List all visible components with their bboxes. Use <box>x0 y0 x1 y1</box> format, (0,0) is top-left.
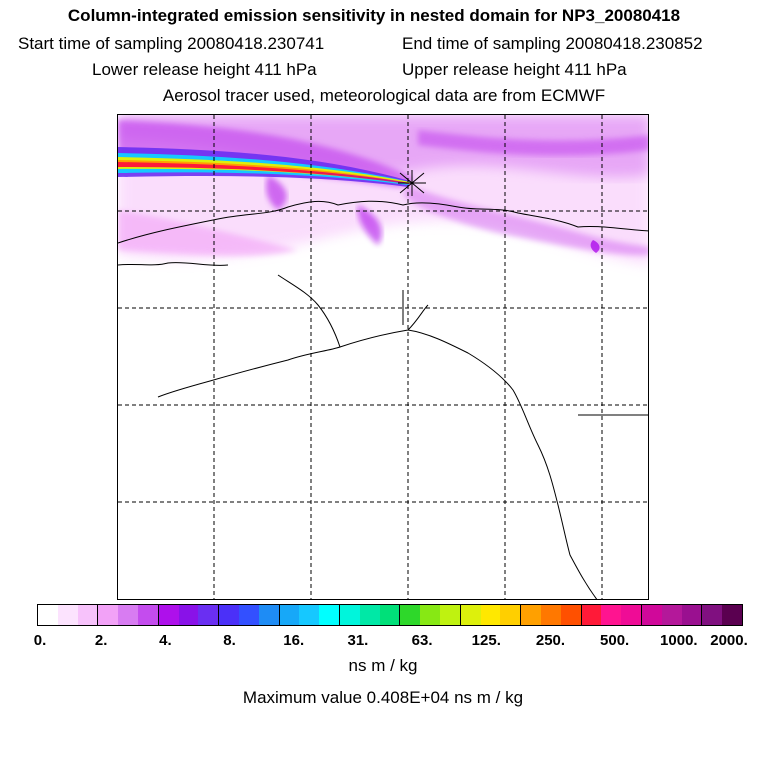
colorbar-segment <box>521 605 541 625</box>
colorbar-tick-label: 125. <box>471 632 501 649</box>
colorbar-segment <box>137 605 159 625</box>
lower-release-height: Lower release height 411 hPa <box>92 60 317 79</box>
colorbar-segment <box>77 605 99 625</box>
colorbar-segment <box>299 605 320 625</box>
colorbar-segment <box>460 605 481 625</box>
colorbar-segment <box>118 605 138 625</box>
colorbar-tick-label: 16. <box>283 632 305 649</box>
release-location-marker <box>398 170 426 196</box>
colorbar-tick-label: 31. <box>347 632 369 649</box>
colorbar-segment <box>480 605 501 625</box>
colorbar-segment <box>279 605 300 625</box>
colorbar-segment <box>57 605 78 625</box>
colorbar-segment <box>621 605 642 625</box>
colorbar-tick-label: 63. <box>411 632 433 649</box>
tracer-info: Aerosol tracer used, meteorological data… <box>162 86 606 105</box>
coastlines <box>118 200 648 599</box>
end-time: End time of sampling 20080418.230852 <box>402 34 703 53</box>
colorbar-segment <box>238 605 259 625</box>
colorbar-segment <box>379 605 401 625</box>
colorbar-segment <box>258 605 280 625</box>
colorbar-segment <box>702 605 723 625</box>
colorbar-tick-label: 2. <box>94 632 108 649</box>
graticule <box>118 115 648 599</box>
colorbar <box>37 604 743 626</box>
colorbar-segment <box>601 605 622 625</box>
colorbar-tick-label: 4. <box>159 632 172 649</box>
sensitivity-field <box>118 115 648 265</box>
colorbar-units: ns m / kg <box>348 656 418 675</box>
colorbar-segment <box>98 605 119 625</box>
colorbar-segment <box>681 605 703 625</box>
colorbar-segment <box>581 605 602 625</box>
colorbar-segment <box>359 605 380 625</box>
colorbar-segment <box>641 605 662 625</box>
start-time: Start time of sampling 20080418.230741 <box>18 34 325 53</box>
upper-release-height: Upper release height 411 hPa <box>402 60 627 79</box>
colorbar-segment <box>158 605 179 625</box>
plot-title: Column-integrated emission sensitivity i… <box>67 6 681 25</box>
colorbar-segment <box>219 605 239 625</box>
colorbar-segment <box>439 605 461 625</box>
colorbar-segment <box>319 605 340 625</box>
colorbar-segment <box>400 605 421 625</box>
map-panel[interactable] <box>117 114 649 600</box>
map-canvas <box>118 115 648 599</box>
maximum-value: Maximum value 0.408E+04 ns m / kg <box>242 688 524 707</box>
colorbar-segment <box>661 605 682 625</box>
colorbar-tick-label: 250. <box>535 632 566 649</box>
colorbar-tick-label: 500. <box>600 632 630 649</box>
colorbar-segment <box>500 605 522 625</box>
colorbar-segment <box>540 605 561 625</box>
colorbar-segment <box>420 605 440 625</box>
colorbar-segment <box>560 605 582 625</box>
colorbar-segment <box>178 605 199 625</box>
colorbar-tick-label: 8. <box>223 632 236 649</box>
colorbar-tick-label: 1000. <box>660 632 698 649</box>
colorbar-segment <box>339 605 360 625</box>
colorbar-tick-label: 0. <box>33 632 47 649</box>
colorbar-segment <box>198 605 220 625</box>
colorbar-tick-label: 2000. <box>710 632 748 649</box>
colorbar-segment <box>38 605 58 625</box>
colorbar-segment <box>722 605 742 625</box>
colorbar-tick-labels: 0. 2. 4. 8. 16. 31. 63. 125. 250. 500. 1000. 2000. <box>0 632 768 652</box>
